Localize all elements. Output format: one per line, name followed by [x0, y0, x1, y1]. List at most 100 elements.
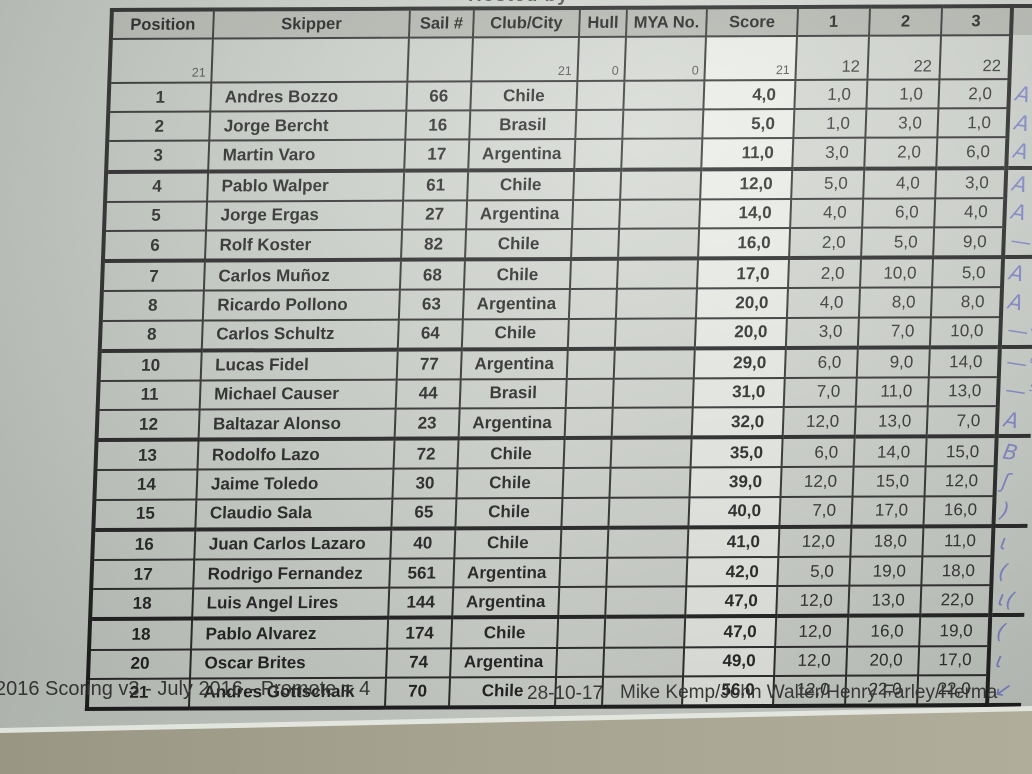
- cell-score: 16,0: [698, 227, 791, 259]
- cell-sail: 63: [398, 289, 464, 320]
- cell-skipper: Lucas Fidel: [200, 349, 398, 381]
- handwriting-glyph: A: [1011, 138, 1031, 165]
- results-table: Position Skipper Sail # Club/City Hull MYA No…: [85, 4, 1032, 711]
- cell-hull: [576, 80, 625, 111]
- cell-hull: [571, 228, 620, 260]
- cell-club: Chile: [454, 527, 562, 559]
- handwritten-mark: —B: [1000, 316, 1032, 346]
- cell-r1: 3,0: [792, 138, 866, 169]
- cell-mya: [615, 288, 697, 319]
- handwriting-glyph: A: [1007, 260, 1027, 287]
- handwriting-glyph: A: [1006, 289, 1025, 316]
- cell-score: 49,0: [683, 646, 776, 677]
- cell-r3: 12,0: [924, 466, 996, 496]
- footer-scoring-version: 2016 Scoring v3 - July 2016 - Promote = …: [0, 678, 371, 700]
- cell-r1: 3,0: [785, 317, 859, 348]
- cell-position: 3: [106, 140, 210, 172]
- cell-position: 6: [102, 230, 207, 262]
- cell-sail: 61: [403, 169, 469, 201]
- cell-club: Chile: [451, 617, 559, 648]
- cell-hull: [558, 586, 607, 618]
- handwriting-glyph: (: [994, 619, 1008, 645]
- cell-score: 39,0: [689, 467, 782, 498]
- cell-score: 29,0: [693, 347, 786, 379]
- stats-club: 21: [471, 36, 579, 82]
- cell-r3: 18,0: [921, 556, 993, 586]
- cell-r1: 2,0: [789, 227, 863, 259]
- cell-r1: 12,0: [776, 585, 850, 617]
- cell-sail: 82: [400, 229, 467, 260]
- cell-hull: [564, 407, 613, 439]
- cell-r3: 9,0: [933, 226, 1005, 258]
- cell-r3: 14,0: [928, 346, 1000, 378]
- cell-r1: 2,0: [787, 257, 862, 289]
- cell-position: 10: [98, 350, 202, 381]
- cell-r3: 11,0: [922, 525, 994, 557]
- cell-skipper: Martin Varo: [208, 140, 406, 172]
- cell-r3: 13,0: [927, 376, 999, 407]
- handwriting-glyph: —: [1008, 227, 1032, 255]
- handwritten-mark: A: [1004, 198, 1032, 227]
- cell-club: Chile: [463, 259, 572, 290]
- cell-score: 42,0: [686, 556, 779, 587]
- cell-r3: 17,0: [918, 645, 990, 676]
- footer-date: 28-10-17: [527, 683, 604, 704]
- cell-r2: 6,0: [862, 198, 936, 228]
- cell-position: 2: [107, 111, 211, 142]
- cell-sail: 23: [394, 408, 460, 439]
- stats-mya: 0: [624, 36, 706, 81]
- cell-skipper: Claudio Sala: [195, 498, 393, 530]
- handwritten-mark: ɩ(: [990, 585, 1025, 615]
- cell-r1: 7,0: [783, 377, 857, 408]
- cell-r2: 2,0: [864, 137, 938, 169]
- col-header-skipper: Skipper: [212, 8, 410, 39]
- cell-score: 11,0: [701, 138, 794, 169]
- cell-r3: 10,0: [929, 316, 1001, 348]
- cell-r1: 6,0: [781, 436, 855, 468]
- cell-r2: 19,0: [849, 556, 923, 586]
- table-row: 17 Rodrigo Fernandez 561 Argentina 42,0 5,0 19…: [91, 556, 1026, 590]
- cell-hull: [560, 527, 609, 558]
- col-header-position: Position: [110, 9, 214, 39]
- handwritten-mark: A: [1008, 79, 1032, 108]
- cell-hull: [559, 557, 608, 588]
- header-row: Position Skipper Sail # Club/City Hull MYA No…: [110, 5, 1032, 39]
- stats-hull: 0: [577, 36, 626, 81]
- cell-r1: 12,0: [780, 467, 854, 497]
- cell-score: 40,0: [688, 496, 781, 528]
- cell-sail: 70: [384, 677, 451, 708]
- cell-sail: 65: [391, 498, 457, 529]
- handwritten-mark: A: [1002, 257, 1032, 288]
- cell-hull: [565, 378, 614, 409]
- table-row: 13 Rodolfo Lazo 72 Chile 35,0 6,0 14,0 15,0 B: [95, 436, 1031, 471]
- cell-sail: 174: [387, 617, 453, 649]
- cell-r2: 17,0: [851, 495, 925, 527]
- cell-r2: 9,0: [856, 347, 930, 378]
- cell-r3: 2,0: [938, 79, 1010, 109]
- handwriting-glyph: —c: [999, 348, 1032, 377]
- cell-sail: 561: [389, 558, 455, 588]
- handwriting-glyph: ɩ: [997, 529, 1011, 555]
- cell-position: 14: [94, 469, 198, 500]
- handwriting-glyph: ɩ(: [995, 586, 1017, 613]
- cell-mya: [623, 80, 705, 110]
- cell-sail: 144: [388, 587, 454, 619]
- table-row: 6 Rolf Koster 82 Chile 16,0 2,0 5,0 9,0—: [102, 226, 1032, 262]
- cell-r2: 14,0: [853, 436, 927, 468]
- cell-r2: 20,0: [846, 645, 920, 676]
- stats-row: 21 21 0 0 21 12 22 22: [109, 35, 1032, 83]
- table-row: 10 Lucas Fidel 77 Argentina 29,0 6,0 9,0 14,0 —c: [98, 346, 1032, 381]
- cell-hull: [569, 258, 619, 290]
- cell-skipper: Luis Angel Lires: [192, 587, 390, 619]
- cell-r2: 16,0: [847, 615, 921, 647]
- footer-race-officers: Mike Kemp/John Walter/Henry Farley/Herma: [620, 682, 998, 703]
- cell-score: 20,0: [694, 317, 787, 349]
- cell-score: 14,0: [699, 198, 792, 229]
- cell-position: 8: [99, 320, 203, 351]
- cell-r3: 19,0: [919, 615, 991, 646]
- cell-sail: 77: [396, 349, 462, 380]
- cell-hull: [557, 617, 606, 648]
- cell-position: 8: [100, 290, 204, 321]
- cell-mya: [609, 467, 691, 498]
